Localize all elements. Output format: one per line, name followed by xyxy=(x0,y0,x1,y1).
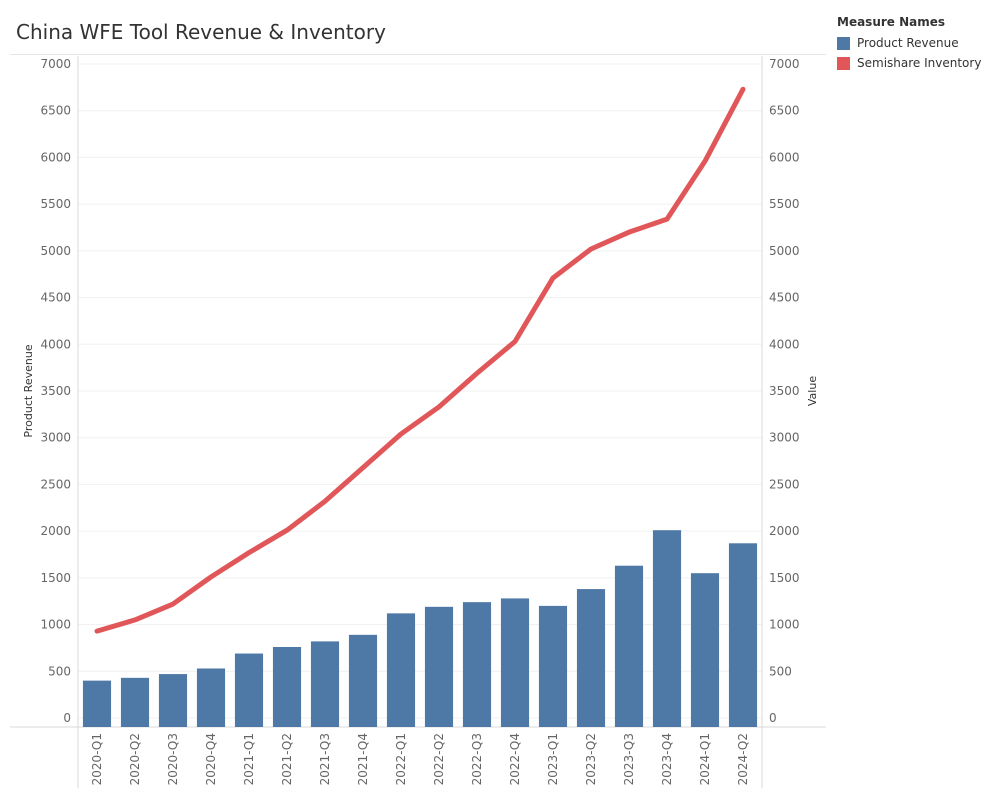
bar-product-revenue xyxy=(728,543,758,727)
bar-product-revenue xyxy=(538,605,568,727)
legend-swatch-semishare-inventory xyxy=(837,56,850,70)
x-tick-label: 2023-Q4 xyxy=(660,733,674,785)
bar-product-revenue xyxy=(462,602,492,727)
y-tick-label-right: 5500 xyxy=(769,197,800,211)
y-tick-label-left: 2000 xyxy=(40,524,71,538)
y-tick-label-right: 3000 xyxy=(769,431,800,445)
y-axis-title-right: Value xyxy=(806,376,819,406)
bar-product-revenue xyxy=(310,641,340,727)
y-tick-label-right: 5000 xyxy=(769,244,800,258)
x-tick-label: 2020-Q1 xyxy=(90,733,104,785)
bar-product-revenue xyxy=(690,573,720,727)
x-tick-label: 2022-Q1 xyxy=(394,733,408,785)
y-tick-label-left: 6000 xyxy=(40,150,71,164)
y-tick-label-left: 7000 xyxy=(40,57,71,71)
y-tick-label-right: 4000 xyxy=(769,337,800,351)
x-tick-label: 2024-Q2 xyxy=(736,733,750,785)
bar-product-revenue xyxy=(652,530,682,727)
y-tick-label-right: 1000 xyxy=(769,618,800,632)
bar-product-revenue xyxy=(82,680,112,727)
legend-title: Measure Names xyxy=(837,15,946,29)
x-tick-label: 2021-Q4 xyxy=(356,733,370,785)
x-tick-label: 2020-Q3 xyxy=(166,733,180,785)
chart-title: China WFE Tool Revenue & Inventory xyxy=(16,20,386,44)
bar-product-revenue xyxy=(424,606,454,727)
title-divider xyxy=(10,54,826,55)
bar-product-revenue xyxy=(348,634,378,727)
bar-product-revenue xyxy=(614,565,644,727)
bar-product-revenue xyxy=(386,613,416,727)
x-tick-label: 2023-Q3 xyxy=(622,733,636,785)
x-tick-label: 2024-Q1 xyxy=(698,733,712,785)
legend-item-product-revenue[interactable]: Product Revenue xyxy=(837,33,981,53)
y-tick-label-right: 3500 xyxy=(769,384,800,398)
bar-product-revenue xyxy=(120,677,150,727)
x-tick-label: 2022-Q4 xyxy=(508,733,522,785)
legend-swatch-product-revenue xyxy=(837,36,850,50)
y-tick-label-right: 2000 xyxy=(769,524,800,538)
bar-product-revenue xyxy=(196,668,226,727)
bar-product-revenue xyxy=(158,674,188,727)
x-tick-label: 2020-Q4 xyxy=(204,733,218,785)
y-tick-label-left: 1000 xyxy=(40,618,71,632)
y-tick-label-left: 6500 xyxy=(40,104,71,118)
y-tick-label-right: 4500 xyxy=(769,291,800,305)
y-tick-label-right: 1500 xyxy=(769,571,800,585)
y-tick-label-left: 2500 xyxy=(40,477,71,491)
x-tick-label: 2021-Q3 xyxy=(318,733,332,785)
y-tick-label-right: 0 xyxy=(769,711,777,725)
y-tick-label-right: 7000 xyxy=(769,57,800,71)
x-tick-label: 2021-Q2 xyxy=(280,733,294,785)
y-tick-label-right: 500 xyxy=(769,664,792,678)
legend-label-product-revenue: Product Revenue xyxy=(857,36,959,50)
x-tick-label: 2023-Q2 xyxy=(584,733,598,785)
y-tick-label-left: 4500 xyxy=(40,291,71,305)
y-tick-label-left: 1500 xyxy=(40,571,71,585)
y-tick-label-left: 4000 xyxy=(40,337,71,351)
x-tick-label: 2022-Q3 xyxy=(470,733,484,785)
y-tick-label-left: 3000 xyxy=(40,431,71,445)
y-tick-label-left: 5500 xyxy=(40,197,71,211)
bar-product-revenue xyxy=(576,589,606,727)
bar-product-revenue xyxy=(500,598,530,727)
y-tick-label-right: 6500 xyxy=(769,104,800,118)
y-tick-label-left: 0 xyxy=(63,711,71,725)
legend: Measure Names Product Revenue Semishare … xyxy=(837,15,981,73)
legend-label-semishare-inventory: Semishare Inventory xyxy=(857,56,982,70)
y-tick-label-right: 2500 xyxy=(769,477,800,491)
bar-product-revenue xyxy=(272,646,302,727)
x-tick-label: 2020-Q2 xyxy=(128,733,142,785)
bar-product-revenue xyxy=(234,653,264,727)
y-tick-label-right: 6000 xyxy=(769,150,800,164)
x-tick-label: 2021-Q1 xyxy=(242,733,256,785)
y-tick-label-left: 5000 xyxy=(40,244,71,258)
x-tick-label: 2022-Q2 xyxy=(432,733,446,785)
legend-item-semishare-inventory[interactable]: Semishare Inventory xyxy=(837,53,981,73)
y-tick-label-left: 3500 xyxy=(40,384,71,398)
line-semishare-inventory xyxy=(94,86,746,634)
y-tick-label-left: 500 xyxy=(48,664,71,678)
y-axis-title-left: Product Revenue xyxy=(22,344,35,437)
x-tick-label: 2023-Q1 xyxy=(546,733,560,785)
